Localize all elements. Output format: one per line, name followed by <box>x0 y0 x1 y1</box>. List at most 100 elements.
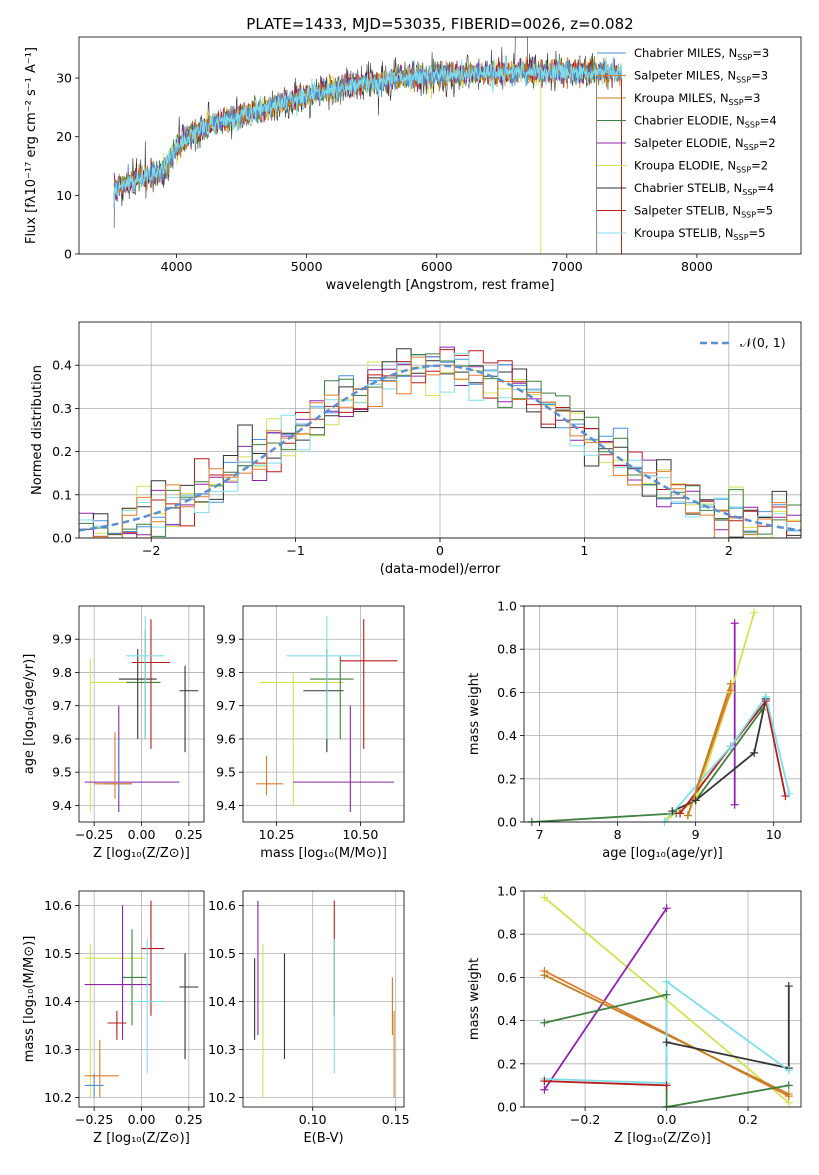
weight-marker-salpeter_elodie <box>662 904 671 913</box>
y-tick-label: 9.6 <box>216 731 236 746</box>
x-tick-label: 0.00 <box>128 1112 156 1127</box>
plot-area <box>84 615 199 813</box>
y-tick-label: 9.9 <box>52 632 72 647</box>
y-tick-label: 0.2 <box>52 444 72 459</box>
weight-marker-salpeter_stelib <box>540 1077 549 1086</box>
legend-suffix: =3 <box>752 46 769 60</box>
x-tick-label: −0.2 <box>570 1112 600 1127</box>
x-tick-label: 6000 <box>421 259 453 274</box>
histogram-chabrier_elodie <box>79 353 801 537</box>
weight-marker-kroupa_elodie <box>750 608 759 617</box>
weight-line-kroupa_miles <box>687 683 732 816</box>
x-tick-label: 8000 <box>681 259 713 274</box>
weight-line-chabrier_elodie <box>531 709 763 822</box>
weight-marker-kroupa_stelib <box>784 1066 793 1075</box>
y-tick-label: 0.0 <box>52 531 72 546</box>
legend-suffix: =3 <box>751 69 768 83</box>
weight-marker-kroupa_miles <box>540 971 549 980</box>
legend-subscript: SSP <box>742 188 757 197</box>
x-axis-label: wavelength [Angstrom, rest frame] <box>326 278 555 293</box>
weight-marker-chabrier_elodie <box>662 990 671 999</box>
weight-marker-salpeter_elodie <box>730 619 739 628</box>
axes-frame <box>523 605 802 823</box>
y-tick-label: 0.6 <box>497 970 517 985</box>
x-tick-label: −0.25 <box>75 1112 113 1127</box>
x-axis-label: Z [log₁₀(Z/Z⊙)] <box>93 1131 190 1146</box>
y-axis-label: age [log₁₀(age/yr)] <box>22 654 37 775</box>
x-tick-label: 7000 <box>551 259 583 274</box>
legend-suffix: =4 <box>757 181 774 195</box>
y-tick-label: 10.6 <box>44 898 72 913</box>
x-axis-label: mass [log₁₀(M/M⊙)] <box>260 846 387 861</box>
y-tick-label: 10.3 <box>44 1042 72 1057</box>
y-tick-label: 0.0 <box>497 1100 517 1115</box>
legend-subscript: SSP <box>736 166 751 175</box>
x-tick-label: 10.25 <box>259 827 295 842</box>
legend-subscript: SSP <box>734 233 749 242</box>
x-tick-label: −0.25 <box>75 827 113 842</box>
x-tick-label: 10.50 <box>342 827 378 842</box>
y-tick-label: 0.2 <box>497 771 517 786</box>
legend-entry: Kroupa ELODIE, NSSP=2 <box>634 159 768 175</box>
weight-marker-chabrier_stelib <box>784 982 793 991</box>
x-tick-label: 0.2 <box>738 1112 758 1127</box>
weight-marker-salpeter_elodie <box>540 1085 549 1094</box>
y-axis-label: mass [log₁₀(M/M⊙)] <box>22 936 37 1063</box>
y-tick-label: 0.8 <box>497 927 517 942</box>
age_vs_Z-panel: −0.25 0.00 0.25 9.4 9.5 9.6 9.7 9.8 9.9 Z [log₁₀(… <box>22 605 205 861</box>
axes-frame <box>78 890 205 1108</box>
y-axis-label: Flux [fλ10⁻¹⁷ erg cm⁻² s⁻¹ A⁻¹] <box>24 47 39 244</box>
legend-label: Chabrier STELIB, N <box>634 181 742 195</box>
y-tick-label: 9.5 <box>216 765 236 780</box>
y-tick-label: 10.2 <box>208 1090 236 1105</box>
weight-marker-chabrier_stelib <box>668 807 677 816</box>
weight-marker-kroupa_miles <box>784 1090 793 1099</box>
x-tick-label: −2 <box>142 543 160 558</box>
x-tick-label: 0.10 <box>299 1112 327 1127</box>
x-tick-label: 4000 <box>161 259 193 274</box>
x-tick-label: 0.25 <box>175 1112 203 1127</box>
figure-title: PLATE=1433, MJD=53035, FIBERID=0026, z=0… <box>246 15 633 33</box>
legend-subscript: SSP <box>744 143 759 152</box>
legend-subscript: SSP <box>736 76 751 85</box>
legend-label: Salpeter MILES, N <box>634 69 736 83</box>
mass_vs_Z-panel: −0.25 0.00 0.25 10.2 10.3 10.4 10.5 10.6 Z [log₁… <box>22 890 205 1146</box>
y-tick-label: 30 <box>56 71 72 86</box>
x-tick-label: 0 <box>436 543 444 558</box>
y-tick-label: 10.4 <box>208 994 236 1009</box>
y-tick-label: 0.0 <box>497 815 517 830</box>
axes-frame <box>78 605 205 823</box>
y-tick-label: 10.4 <box>44 994 72 1009</box>
weight-marker-kroupa_elodie <box>540 893 549 902</box>
y-tick-label: 9.5 <box>52 765 72 780</box>
legend-label: Salpeter STELIB, N <box>634 204 741 218</box>
y-tick-label: 9.4 <box>216 798 236 813</box>
y-tick-label: 9.8 <box>216 665 236 680</box>
weight-marker-chabrier_elodie <box>784 1081 793 1090</box>
spectrum-panel: 4000 5000 6000 7000 8000 0 10 20 30 wavelength [A… <box>24 36 802 293</box>
weight-marker-chabrier_elodie <box>757 705 766 714</box>
x-tick-label: 0.25 <box>175 827 203 842</box>
weight-line-salpeter_stelib <box>544 1080 667 1087</box>
weight-marker-kroupa_stelib <box>726 742 735 751</box>
axes-frame <box>78 36 802 255</box>
weight-line-kroupa_stelib <box>663 694 791 822</box>
y-tick-label: 1.0 <box>497 884 517 899</box>
mass_vs_EBV-panel: 0.10 0.15 10.2 10.3 10.4 10.5 10.6 E(B-V) <box>208 890 410 1146</box>
legend-entry: 𝒩(0, 1) <box>740 335 786 350</box>
y-tick-label: 0 <box>64 247 72 262</box>
weight-marker-kroupa_stelib <box>785 789 794 798</box>
legend-label: Kroupa ELODIE, N <box>634 159 736 173</box>
plot-area <box>531 612 791 822</box>
y-tick-label: 0.4 <box>52 358 72 373</box>
plot-area <box>543 896 790 1107</box>
plot-area <box>84 900 199 1098</box>
spectrum-line-kroupa_stelib <box>113 55 622 204</box>
legend-entry: Salpeter MILES, NSSP=3 <box>634 69 768 85</box>
legend-subscript: SSP <box>745 121 760 130</box>
weight-marker-kroupa_miles <box>683 811 692 820</box>
histogram-salpeter_miles <box>79 356 801 538</box>
y-tick-label: 9.7 <box>216 698 236 713</box>
histogram-salpeter_stelib <box>79 349 801 538</box>
